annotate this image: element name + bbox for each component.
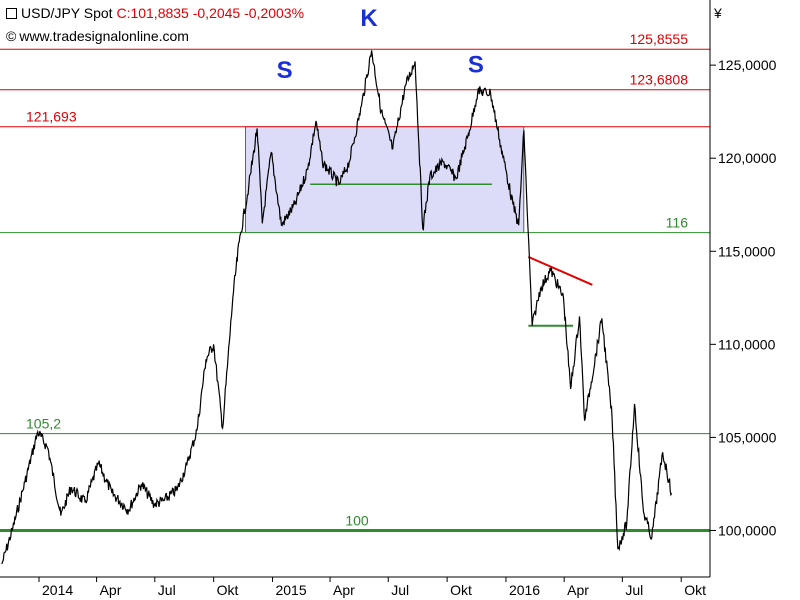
x-tick-label-4: 2015 (275, 582, 306, 598)
pattern-label-2: S (468, 52, 484, 79)
y-tick-label-3: 115,0000 (718, 243, 776, 259)
chart-header-source: © www.tradesignalonline.com (6, 28, 189, 44)
checkbox-icon[interactable] (6, 8, 17, 19)
y-tick-label-4: 120,0000 (718, 150, 777, 166)
x-tick-label-11: Okt (684, 582, 706, 598)
level-label-3: 116 (666, 215, 689, 231)
y-tick-label-5: 125,0000 (718, 57, 777, 73)
level-label-1: 123,6808 (630, 72, 689, 88)
instrument-name: USD/JPY Spot (21, 5, 113, 21)
x-tick-label-6: Jul (391, 582, 409, 598)
x-tick-label-2: Jul (158, 582, 176, 598)
y-tick-label-0: 100,0000 (718, 522, 777, 538)
x-tick-label-5: Apr (333, 582, 355, 598)
trendline-0 (527, 255, 593, 286)
x-tick-label-8: 2016 (509, 582, 540, 598)
price-quote: C:101,8835 -0,2045 -0,2003% (116, 5, 305, 21)
level-label-0: 125,8555 (630, 31, 689, 47)
pattern-label-1: K (360, 5, 378, 32)
x-tick-label-9: Apr (567, 582, 589, 598)
level-label-2: 121,693 (26, 109, 77, 125)
y-tick-label-1: 105,0000 (718, 429, 777, 445)
y-tick-label-2: 110,0000 (718, 336, 776, 352)
level-label-4: 105,2 (26, 416, 61, 432)
x-tick-label-1: Apr (100, 582, 122, 598)
price-series-line (1, 50, 673, 565)
x-tick-label-10: Jul (625, 582, 643, 598)
website-label: www.tradesignalonline.com (19, 28, 189, 44)
level-label-5: 100 (345, 512, 369, 528)
chart-header-title: USD/JPY Spot C:101,8835 -0,2045 -0,2003% (6, 5, 304, 21)
x-tick-label-0: 2014 (42, 582, 73, 598)
copyright-icon: © (6, 28, 17, 44)
x-tick-label-3: Okt (217, 582, 239, 598)
currency-symbol: ¥ (714, 5, 722, 21)
x-tick-label-7: Okt (450, 582, 472, 598)
pattern-label-0: S (277, 57, 293, 84)
